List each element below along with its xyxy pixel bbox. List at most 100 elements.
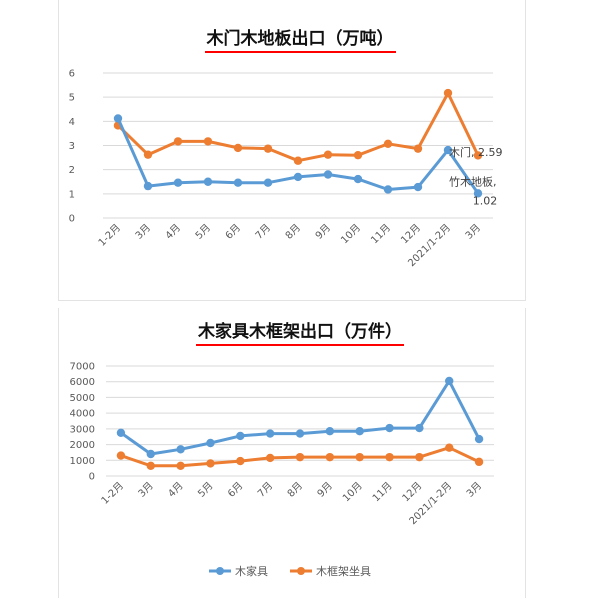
y-tick-label: 3 (69, 141, 75, 152)
data-label: 1.02 (473, 194, 498, 207)
x-tick-label: 6月 (223, 222, 243, 242)
data-point (146, 461, 155, 470)
y-tick-label: 1 (69, 189, 75, 200)
data-point (206, 459, 215, 468)
y-tick-label: 0 (69, 214, 75, 225)
y-tick-label: 7000 (70, 362, 95, 373)
y-tick-label: 3000 (70, 424, 95, 435)
data-point (173, 178, 183, 187)
legend-label: 木框架坐具 (316, 565, 371, 578)
data-point (263, 144, 273, 153)
y-tick-label: 5000 (70, 393, 95, 404)
x-tick-label: 3月 (136, 480, 156, 500)
data-point (113, 114, 123, 123)
data-point (385, 452, 394, 462)
x-tick-label: 7月 (255, 480, 275, 500)
x-tick-label: 5月 (196, 480, 216, 500)
data-point (443, 145, 453, 155)
x-tick-label: 1-2月 (96, 222, 123, 249)
x-tick-label: 5月 (193, 222, 213, 242)
data-point (143, 181, 153, 191)
chart-title-furniture-text: 木家具木框架出口（万件） (196, 321, 404, 346)
data-point (445, 443, 454, 452)
data-point (236, 431, 245, 441)
data-point (323, 150, 333, 159)
data-point (295, 429, 305, 438)
chart-title-furniture: 木家具木框架出口（万件） (0, 321, 600, 346)
data-point (353, 174, 363, 184)
data-point (116, 451, 126, 460)
data-point (236, 456, 245, 466)
series-line (116, 116, 480, 195)
data-point (355, 452, 364, 462)
data-label: 木门, 2.59 (449, 145, 503, 159)
data-point (323, 170, 333, 179)
y-tick-label: 4000 (70, 409, 95, 420)
chart-panel-wood-furniture (58, 308, 526, 598)
data-point (143, 150, 153, 159)
x-tick-label: 9月 (315, 480, 335, 500)
data-point (325, 452, 335, 462)
data-point (325, 427, 335, 436)
data-point (176, 461, 185, 470)
y-tick-label: 0 (89, 472, 95, 483)
y-tick-label: 1000 (70, 456, 95, 467)
data-point (355, 427, 364, 436)
data-point (473, 151, 483, 160)
data-point (293, 172, 303, 182)
data-point (263, 178, 273, 187)
x-tick-label: 3月 (464, 480, 484, 500)
x-tick-label: 6月 (225, 480, 245, 500)
data-point (233, 178, 243, 187)
x-tick-label: 3月 (133, 222, 153, 242)
chart-title-doors-floors-text: 木门木地板出口（万吨） (204, 28, 396, 53)
legend-marker (297, 567, 305, 575)
data-point (176, 445, 185, 454)
data-point (203, 177, 213, 186)
data-point (443, 88, 453, 98)
data-point (146, 449, 155, 459)
data-point (415, 423, 424, 433)
y-tick-label: 2 (69, 165, 75, 176)
y-tick-label: 6 (69, 69, 75, 80)
x-tick-label: 8月 (283, 222, 303, 242)
data-point (203, 137, 213, 146)
chart-title-doors-floors: 木门木地板出口（万吨） (0, 28, 600, 53)
y-tick-label: 6000 (70, 377, 95, 388)
data-point (265, 453, 275, 463)
data-point (474, 434, 484, 444)
x-tick-label: 9月 (313, 222, 333, 242)
data-point (233, 143, 243, 153)
data-point (383, 185, 393, 194)
series-line (119, 379, 481, 456)
chart-legend: 木家具 木框架坐具 (209, 564, 371, 578)
data-point (413, 182, 423, 192)
data-point (173, 137, 183, 146)
data-point (265, 429, 275, 438)
data-point (385, 423, 394, 433)
data-point (445, 376, 454, 386)
x-tick-label: 3月 (463, 222, 483, 242)
data-point (206, 438, 215, 448)
x-tick-label: 4月 (163, 222, 183, 242)
data-point (295, 452, 305, 462)
x-tick-label: 7月 (253, 222, 273, 242)
legend-marker (216, 567, 224, 575)
x-tick-label: 11月 (370, 480, 395, 505)
x-tick-label: 11月 (369, 222, 394, 247)
x-tick-label: 4月 (166, 480, 186, 500)
data-point (353, 150, 363, 160)
data-point (383, 139, 393, 149)
x-tick-label: 1-2月 (99, 480, 126, 507)
series-line (116, 91, 480, 163)
data-point (415, 452, 424, 462)
x-tick-label: 10月 (340, 480, 365, 505)
x-tick-label: 10月 (339, 222, 364, 247)
x-tick-label: 8月 (285, 480, 305, 500)
data-label: 竹木地板, (449, 174, 497, 188)
y-tick-label: 5 (69, 93, 75, 104)
y-tick-label: 2000 (70, 440, 95, 451)
data-point (413, 144, 423, 153)
